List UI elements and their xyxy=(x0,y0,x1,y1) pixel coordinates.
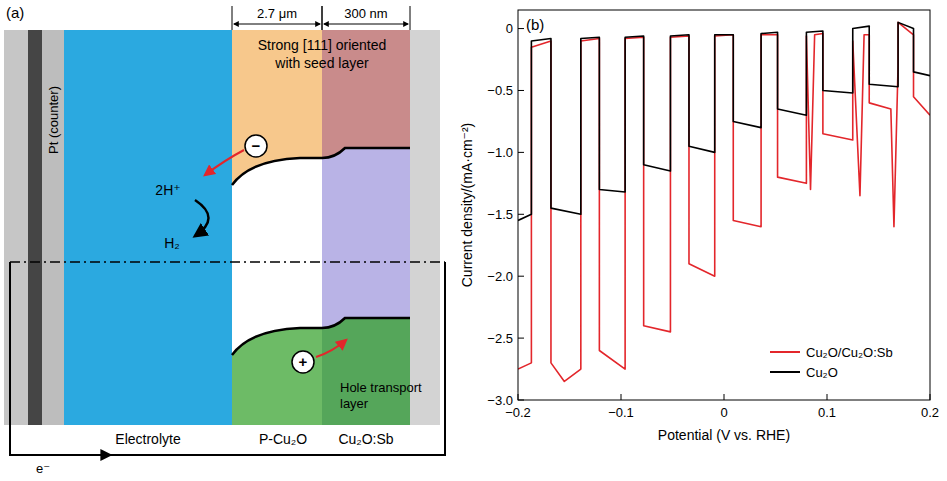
y-tick xyxy=(518,338,524,339)
current-arrow xyxy=(60,454,110,456)
x-tick-label: 0.2 xyxy=(921,405,939,420)
p-cu2o-layer xyxy=(232,30,322,425)
x-axis-title: Potential (V vs. RHE) xyxy=(658,427,790,443)
dimension-tick xyxy=(322,6,323,30)
layer-label: P-Cu₂O xyxy=(259,431,307,447)
pt-strip xyxy=(42,30,64,425)
sb-vb-region xyxy=(322,318,410,425)
dimension-line xyxy=(324,24,408,25)
x-tick-label: −0.1 xyxy=(608,405,634,420)
panel-label: (a) xyxy=(6,4,24,21)
y-tick xyxy=(518,152,524,153)
dimension-label: 300 nm xyxy=(344,6,387,21)
y-tick-label: −1.5 xyxy=(487,207,513,222)
layer-label: Electrolyte xyxy=(115,431,181,447)
legend-swatch xyxy=(770,351,800,353)
y-tick-label: 0 xyxy=(506,21,513,36)
hole-transfer xyxy=(316,340,346,357)
reaction-arrow xyxy=(195,200,209,236)
dimension-tick xyxy=(322,6,323,30)
plot-lines xyxy=(518,22,930,381)
legend-label: Cu₂O/Cu₂O:Sb xyxy=(806,345,893,360)
hole xyxy=(292,351,314,373)
x-tick-label: 0 xyxy=(720,405,727,420)
cu2o-cb-region xyxy=(232,30,322,185)
hole-layer-label: layer xyxy=(340,396,369,411)
hole-layer-label: Hole transport xyxy=(340,380,422,395)
band-edge xyxy=(232,318,410,355)
y-tick xyxy=(518,90,524,91)
outer-strip xyxy=(4,30,28,425)
reactant: 2H⁺ xyxy=(155,182,180,198)
series-line xyxy=(518,22,930,381)
series-line xyxy=(518,22,930,220)
electron-sign: − xyxy=(252,137,261,154)
y-tick-label: −3.0 xyxy=(487,393,513,408)
annotation: with seed layer xyxy=(274,55,369,71)
circuit xyxy=(10,262,445,455)
y-axis-title: Current density/(mA·cm⁻²) xyxy=(459,123,475,288)
plot-frame xyxy=(518,10,930,400)
dimension-tick xyxy=(232,6,233,30)
panel-label: (b) xyxy=(526,16,544,33)
fermi-level xyxy=(10,261,445,263)
electrode-label: Pt (counter) xyxy=(46,86,61,154)
back-contact xyxy=(410,30,440,425)
figure: 2.7 μm 300 nm (a) Strong [111] oriented with… xyxy=(0,0,947,481)
y-tick xyxy=(518,28,524,29)
hole-sign: + xyxy=(299,353,308,370)
pt-electrode xyxy=(28,30,42,425)
y-tick-label: −1.0 xyxy=(487,145,513,160)
legend-swatch xyxy=(770,371,800,373)
dimension-label: 2.7 μm xyxy=(257,6,297,21)
y-tick-label: −2.0 xyxy=(487,269,513,284)
x-tick xyxy=(827,394,828,400)
product: H₂ xyxy=(164,235,180,251)
y-tick xyxy=(518,276,524,277)
y-tick-label: −0.5 xyxy=(487,83,513,98)
electron-transfer xyxy=(205,150,244,175)
legend-label: Cu₂O xyxy=(806,365,838,380)
electrolyte xyxy=(64,30,232,425)
annotation: Strong [111] oriented xyxy=(258,37,387,53)
x-tick xyxy=(724,394,725,400)
current-label: e⁻ xyxy=(36,461,50,476)
cu2o-sb-layer xyxy=(322,30,410,425)
electron xyxy=(245,135,267,157)
y-tick xyxy=(518,214,524,215)
x-tick xyxy=(621,394,622,400)
dimension-tick xyxy=(410,6,411,30)
layer-label: Cu₂O:Sb xyxy=(338,431,393,447)
y-tick-label: −2.5 xyxy=(487,331,513,346)
x-tick-label: 0.1 xyxy=(818,405,836,420)
dimension-line xyxy=(234,24,320,25)
